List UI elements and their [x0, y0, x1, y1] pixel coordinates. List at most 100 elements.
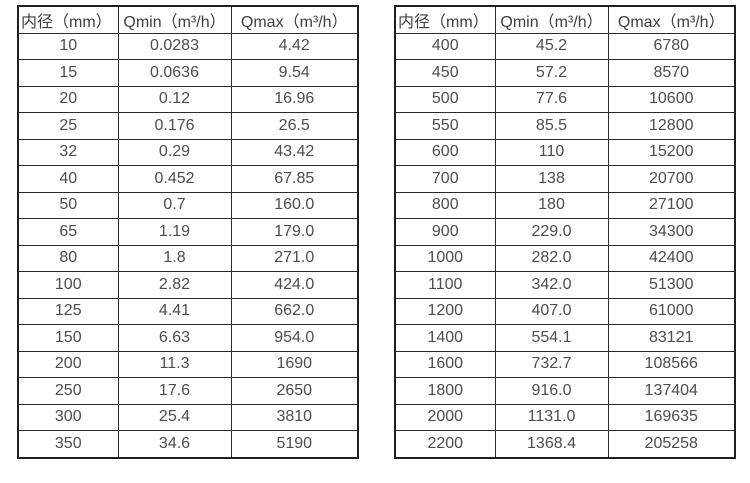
table-cell: 6780: [607, 32, 736, 60]
table-row: 65 1.19 179.0: [17, 218, 359, 246]
table-row: 250 17.6 2650: [17, 377, 359, 405]
table-row: 1600 732.7 108566: [394, 350, 736, 378]
table-row: 15 0.0636 9.54: [17, 59, 359, 87]
table-cell: 32: [17, 138, 119, 166]
table-cell: 0.0636: [117, 59, 232, 87]
table-cell: 229.0: [494, 218, 609, 246]
table-cell: 1100: [394, 271, 496, 299]
table-cell: 900: [394, 218, 496, 246]
table-cell: 700: [394, 165, 496, 193]
table-cell: 61000: [607, 297, 736, 325]
table-cell: 250: [17, 377, 119, 405]
table-cell: 200: [17, 350, 119, 378]
table-cell: 1600: [394, 350, 496, 378]
table-cell: 9.54: [230, 59, 359, 87]
table-cell: 40: [17, 165, 119, 193]
table-cell: 160.0: [230, 191, 359, 219]
table-cell: 65: [17, 218, 119, 246]
table-row: 10 0.0283 4.42: [17, 32, 359, 60]
table-cell: 50: [17, 191, 119, 219]
table-cell: 57.2: [494, 59, 609, 87]
header-row: 内径（mm） Qmin（m³/h） Qmax（m³/h）: [17, 5, 359, 34]
table-row: 450 57.2 8570: [394, 59, 736, 87]
table-cell: 350: [17, 430, 119, 458]
table-cell: 600: [394, 138, 496, 166]
table-cell: 85.5: [494, 112, 609, 140]
table-cell: 800: [394, 191, 496, 219]
table-cell: 108566: [607, 350, 736, 378]
table-cell: 407.0: [494, 297, 609, 325]
header-cell: 内径（mm）: [394, 5, 496, 34]
table-row: 350 34.6 5190: [17, 430, 359, 458]
header-row: 内径（mm） Qmin（m³/h） Qmax（m³/h）: [394, 5, 736, 34]
table-cell: 554.1: [494, 324, 609, 352]
table-cell: 77.6: [494, 85, 609, 113]
table-cell: 4.41: [117, 297, 232, 325]
table-cell: 300: [17, 403, 119, 431]
table-cell: 125: [17, 297, 119, 325]
table-cell: 169635: [607, 403, 736, 431]
table-cell: 1200: [394, 297, 496, 325]
table-cell: 67.85: [230, 165, 359, 193]
table-row: 300 25.4 3810: [17, 403, 359, 431]
table-cell: 450: [394, 59, 496, 87]
table-cell: 662.0: [230, 297, 359, 325]
table-header-row: 内径（mm） Qmin（m³/h） Qmax（m³/h）: [394, 5, 736, 34]
header-cell: Qmax（m³/h）: [230, 5, 359, 34]
table-row: 100 2.82 424.0: [17, 271, 359, 299]
table-cell: 916.0: [494, 377, 609, 405]
table-row: 1400 554.1 83121: [394, 324, 736, 352]
table-row: 400 45.2 6780: [394, 32, 736, 60]
header-cell: Qmin（m³/h）: [494, 5, 609, 34]
table-row: 32 0.29 43.42: [17, 138, 359, 166]
table-cell: 137404: [607, 377, 736, 405]
table-row: 20 0.12 16.96: [17, 85, 359, 113]
table-cell: 0.7: [117, 191, 232, 219]
table-cell: 15: [17, 59, 119, 87]
table-cell: 16.96: [230, 85, 359, 113]
table-row: 125 4.41 662.0: [17, 297, 359, 325]
table-cell: 2.82: [117, 271, 232, 299]
table-row: 1100 342.0 51300: [394, 271, 736, 299]
table-cell: 15200: [607, 138, 736, 166]
spec-tables-page: 内径（mm） Qmin（m³/h） Qmax（m³/h） 10 0.0283 4.42 1…: [17, 5, 736, 459]
table-cell: 400: [394, 32, 496, 60]
header-cell: 内径（mm）: [17, 5, 119, 34]
table-cell: 2650: [230, 377, 359, 405]
table-cell: 500: [394, 85, 496, 113]
table-cell: 6.63: [117, 324, 232, 352]
table-row: 50 0.7 160.0: [17, 191, 359, 219]
table-cell: 10: [17, 32, 119, 60]
header-cell: Qmax（m³/h）: [607, 5, 736, 34]
table-cell: 271.0: [230, 244, 359, 272]
table-cell: 732.7: [494, 350, 609, 378]
table-row: 25 0.176 26.5: [17, 112, 359, 140]
table-cell: 12800: [607, 112, 736, 140]
table-row: 40 0.452 67.85: [17, 165, 359, 193]
table-cell: 110: [494, 138, 609, 166]
table-body: 10 0.0283 4.42 15 0.0636 9.54 20 0.12 16.96 25 0.1…: [17, 32, 359, 458]
flow-spec-table-large-diameters: 内径（mm） Qmin（m³/h） Qmax（m³/h） 400 45.2 6780 45…: [394, 5, 736, 459]
table-row: 1800 916.0 137404: [394, 377, 736, 405]
table-cell: 8570: [607, 59, 736, 87]
table-row: 2000 1131.0 169635: [394, 403, 736, 431]
table-body: 400 45.2 6780 450 57.2 8570 500 77.6 10600 550 85.…: [394, 32, 736, 458]
table-cell: 0.0283: [117, 32, 232, 60]
table-row: 200 11.3 1690: [17, 350, 359, 378]
table-row: 80 1.8 271.0: [17, 244, 359, 272]
flow-spec-table-small-diameters: 内径（mm） Qmin（m³/h） Qmax（m³/h） 10 0.0283 4.42 1…: [17, 5, 359, 459]
table-cell: 954.0: [230, 324, 359, 352]
table-row: 500 77.6 10600: [394, 85, 736, 113]
table-row: 800 180 27100: [394, 191, 736, 219]
table-cell: 51300: [607, 271, 736, 299]
table-cell: 1800: [394, 377, 496, 405]
table-cell: 0.12: [117, 85, 232, 113]
table-cell: 27100: [607, 191, 736, 219]
table-row: 1000 282.0 42400: [394, 244, 736, 272]
table-row: 1200 407.0 61000: [394, 297, 736, 325]
table-cell: 2200: [394, 430, 496, 458]
table-row: 700 138 20700: [394, 165, 736, 193]
table-row: 150 6.63 954.0: [17, 324, 359, 352]
table-cell: 43.42: [230, 138, 359, 166]
table-cell: 83121: [607, 324, 736, 352]
